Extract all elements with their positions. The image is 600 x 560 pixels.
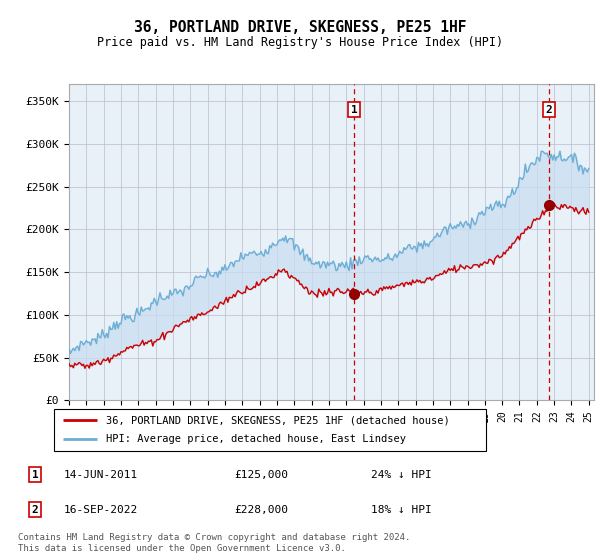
- Text: £125,000: £125,000: [235, 470, 289, 479]
- Text: 2: 2: [32, 505, 38, 515]
- Text: 24% ↓ HPI: 24% ↓ HPI: [371, 470, 432, 479]
- Text: £228,000: £228,000: [235, 505, 289, 515]
- Text: 36, PORTLAND DRIVE, SKEGNESS, PE25 1HF (detached house): 36, PORTLAND DRIVE, SKEGNESS, PE25 1HF (…: [106, 415, 449, 425]
- Text: 1: 1: [351, 105, 358, 115]
- Text: 16-SEP-2022: 16-SEP-2022: [64, 505, 138, 515]
- Text: 14-JUN-2011: 14-JUN-2011: [64, 470, 138, 479]
- Text: 1: 1: [32, 470, 38, 479]
- Text: 36, PORTLAND DRIVE, SKEGNESS, PE25 1HF: 36, PORTLAND DRIVE, SKEGNESS, PE25 1HF: [134, 20, 466, 35]
- Text: Contains HM Land Registry data © Crown copyright and database right 2024.
This d: Contains HM Land Registry data © Crown c…: [18, 533, 410, 553]
- Text: HPI: Average price, detached house, East Lindsey: HPI: Average price, detached house, East…: [106, 435, 406, 445]
- FancyBboxPatch shape: [54, 409, 486, 451]
- Text: Price paid vs. HM Land Registry's House Price Index (HPI): Price paid vs. HM Land Registry's House …: [97, 36, 503, 49]
- Text: 2: 2: [546, 105, 553, 115]
- Text: 18% ↓ HPI: 18% ↓ HPI: [371, 505, 432, 515]
